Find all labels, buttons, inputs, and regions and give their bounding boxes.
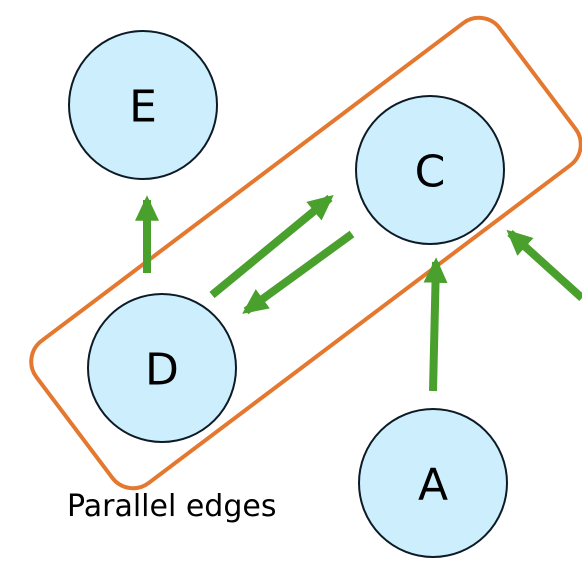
node-d-circle [87, 293, 237, 443]
node-a: A [358, 408, 508, 558]
node-c: C [355, 95, 505, 245]
node-c-circle [355, 95, 505, 245]
parallel-edges-group-outline [29, 15, 582, 491]
node-d-label: D [145, 345, 179, 396]
node-e: E [68, 30, 218, 180]
node-e-label: E [129, 82, 157, 133]
edges-layer [135, 194, 582, 392]
edge-offscreen-to-c [506, 229, 582, 301]
group-caption: Parallel edges [67, 489, 276, 524]
node-a-label: A [418, 460, 448, 511]
node-e-circle [68, 30, 218, 180]
edge-d-to-c [209, 194, 334, 299]
edge-c-to-d [242, 230, 355, 315]
node-c-label: C [415, 147, 446, 198]
edge-a-to-c [423, 257, 448, 392]
node-a-circle [358, 408, 508, 558]
node-d: D [87, 293, 237, 443]
